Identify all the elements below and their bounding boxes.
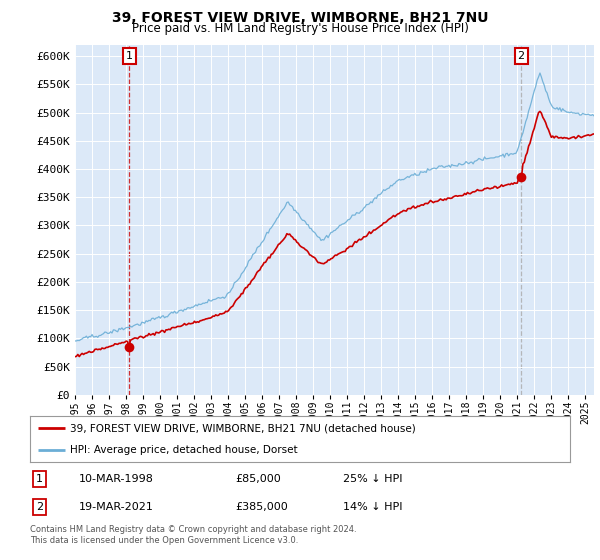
Text: Contains HM Land Registry data © Crown copyright and database right 2024.
This d: Contains HM Land Registry data © Crown c… <box>30 525 356 545</box>
Text: 25% ↓ HPI: 25% ↓ HPI <box>343 474 403 484</box>
Text: £385,000: £385,000 <box>235 502 288 512</box>
Text: 14% ↓ HPI: 14% ↓ HPI <box>343 502 403 512</box>
Text: 1: 1 <box>126 51 133 61</box>
Text: 39, FOREST VIEW DRIVE, WIMBORNE, BH21 7NU: 39, FOREST VIEW DRIVE, WIMBORNE, BH21 7N… <box>112 11 488 25</box>
Text: 19-MAR-2021: 19-MAR-2021 <box>79 502 154 512</box>
Text: 1: 1 <box>36 474 43 484</box>
Text: £85,000: £85,000 <box>235 474 281 484</box>
Text: 2: 2 <box>36 502 43 512</box>
Text: Price paid vs. HM Land Registry's House Price Index (HPI): Price paid vs. HM Land Registry's House … <box>131 22 469 35</box>
Text: 10-MAR-1998: 10-MAR-1998 <box>79 474 154 484</box>
Text: 2: 2 <box>518 51 525 61</box>
Text: 39, FOREST VIEW DRIVE, WIMBORNE, BH21 7NU (detached house): 39, FOREST VIEW DRIVE, WIMBORNE, BH21 7N… <box>71 424 416 434</box>
Text: HPI: Average price, detached house, Dorset: HPI: Average price, detached house, Dors… <box>71 445 298 455</box>
